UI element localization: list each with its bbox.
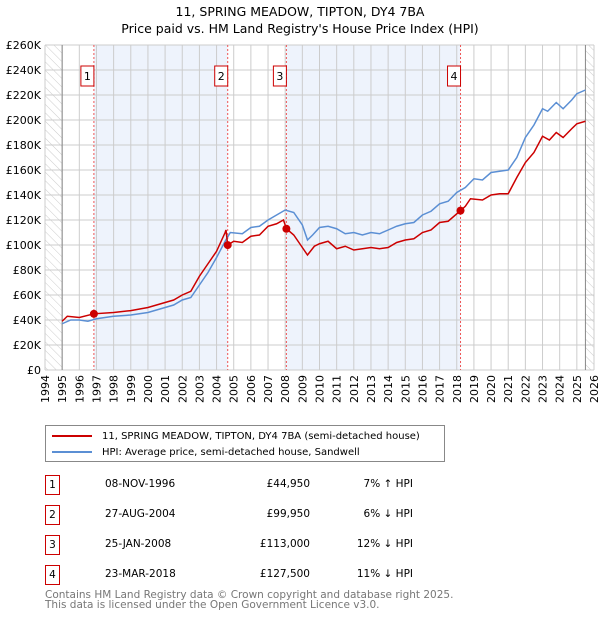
x-tick-label: 2014 [382,375,395,403]
hatched-no-data [45,45,63,370]
sale-number: 1 [45,475,60,495]
x-tick-label: 1998 [108,375,121,403]
x-tick-label: 2006 [245,375,258,403]
sale-hpi-diff: 12% ↓ HPI [356,538,413,550]
x-tick-label: 2024 [554,375,567,403]
x-tick-label: 1995 [56,375,69,403]
sale-row: 4 23-MAR-2018 £127,500 11% ↓ HPI [45,565,445,585]
x-tick-label: 2000 [142,375,155,403]
x-tick-label: 2001 [159,375,172,403]
x-tick-label: 2011 [331,375,344,403]
x-tick-label: 2005 [228,375,241,403]
sale-point [456,206,465,215]
x-tick-label: 2019 [468,375,481,403]
y-tick-label: £220K [6,89,42,102]
sale-price: £113,000 [259,538,310,550]
sale-number: 4 [45,565,60,585]
legend-label: 11, SPRING MEADOW, TIPTON, DY4 7BA (semi… [102,430,420,442]
sale-label-box [80,65,95,87]
sale-label-box [214,65,229,87]
hatched-no-data [585,45,594,370]
sale-date: 25-JAN-2008 [105,538,172,550]
x-tick-label: 2010 [314,375,327,403]
x-tick-label: 2021 [502,375,515,403]
sale-date: 27-AUG-2004 [105,508,176,520]
sale-label: 4 [451,70,458,83]
sale-price: £44,950 [266,478,310,490]
y-tick-label: £160K [6,164,42,177]
x-tick-label: 2007 [262,375,275,403]
x-tick-label: 2023 [537,375,550,403]
legend-label: HPI: Average price, semi-detached house,… [102,446,360,458]
x-tick-label: 2008 [279,375,292,403]
x-tick-label: 2015 [399,375,412,403]
sale-point [223,241,232,250]
sale-price: £99,950 [266,508,310,520]
sale-hpi-diff: 11% ↓ HPI [356,568,413,580]
sale-row: 3 25-JAN-2008 £113,000 12% ↓ HPI [45,535,445,555]
y-tick-label: £60K [13,289,42,302]
footer-line: This data is licensed under the Open Gov… [45,599,380,611]
x-tick-label: 2025 [571,375,584,403]
series-line-property [61,120,586,322]
y-tick-label: £20K [13,339,42,352]
y-tick-label: £260K [6,39,42,52]
y-tick-label: £240K [6,64,42,77]
sale-point [282,224,291,233]
footer-line: Contains HM Land Registry data © Crown c… [45,589,454,601]
y-tick-label: £100K [6,239,42,252]
y-tick-label: £120K [6,214,42,227]
x-tick-label: 2012 [348,375,361,403]
x-tick-label: 2003 [193,375,206,403]
sale-date: 08-NOV-1996 [105,478,176,490]
chart-title: 11, SPRING MEADOW, TIPTON, DY4 7BA [175,4,425,19]
y-tick-label: £200K [6,114,42,127]
sale-label: 2 [218,70,225,83]
sale-date: 23-MAR-2018 [105,568,176,580]
series-line-hpi [61,89,586,325]
x-tick-label: 2026 [588,375,600,403]
x-tick-label: 1997 [90,375,103,403]
sale-hpi-diff: 6% ↓ HPI [363,508,413,520]
shaded-period [286,45,461,370]
y-tick-label: £180K [6,139,42,152]
sale-number: 2 [45,505,60,525]
sale-number: 3 [45,535,60,555]
sale-label: 3 [276,70,283,83]
x-tick-label: 2020 [485,375,498,403]
x-tick-label: 2002 [176,375,189,403]
chart-subtitle: Price paid vs. HM Land Registry's House … [121,21,479,36]
x-tick-label: 1994 [39,375,52,403]
x-tick-label: 2009 [296,375,309,403]
x-tick-label: 2016 [416,375,429,403]
x-tick-label: 2004 [211,375,224,403]
legend-item-hpi: HPI: Average price, semi-detached house,… [52,445,360,459]
sale-price: £127,500 [259,568,310,580]
x-tick-label: 2013 [365,375,378,403]
legend-item-property: 11, SPRING MEADOW, TIPTON, DY4 7BA (semi… [52,429,420,443]
x-tick-label: 1999 [125,375,138,403]
sale-label-box [447,65,462,87]
x-tick-label: 2017 [434,375,447,403]
y-tick-label: £80K [13,264,42,277]
legend: 11, SPRING MEADOW, TIPTON, DY4 7BA (semi… [45,425,445,462]
y-tick-label: £40K [13,314,42,327]
x-tick-label: 2018 [451,375,464,403]
x-tick-label: 2022 [519,375,532,403]
sale-label: 1 [84,70,91,83]
x-tick-label: 1996 [73,375,86,403]
sale-label-box [272,65,287,87]
footer: Contains HM Land Registry data © Crown c… [45,589,454,611]
sale-hpi-diff: 7% ↑ HPI [363,478,413,490]
legend-swatch [52,451,92,453]
sale-row: 1 08-NOV-1996 £44,950 7% ↑ HPI [45,475,445,495]
y-tick-label: £0 [27,364,41,377]
plot-area: 1994 1995 1996 1997 1998 1999 2000 2001 2002 2003… [6,39,600,403]
y-tick-label: £140K [6,189,42,202]
sale-point [89,309,98,318]
sale-row: 2 27-AUG-2004 £99,950 6% ↓ HPI [45,505,445,525]
legend-swatch [52,435,92,437]
